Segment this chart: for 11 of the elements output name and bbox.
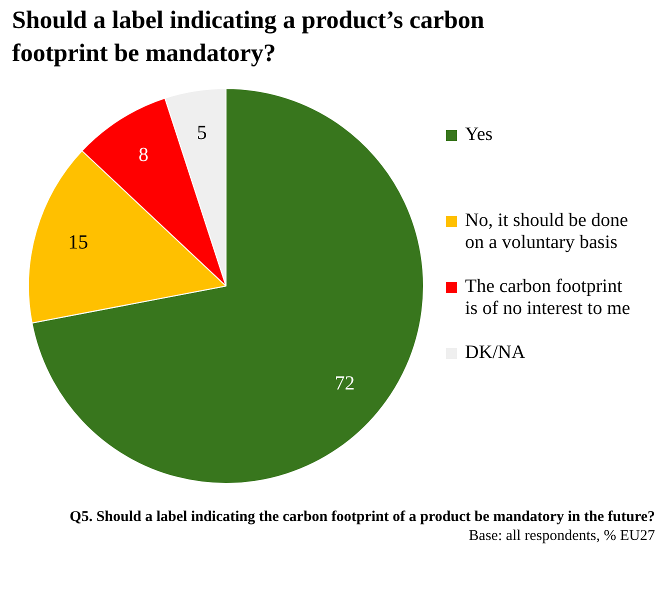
- legend-label: Yes: [465, 124, 493, 146]
- data-label: 72: [334, 372, 355, 394]
- data-label: 8: [138, 144, 148, 166]
- legend-label: The carbon footprint is of no interest to me: [465, 276, 632, 320]
- text: Q5. Should a label indicating the carbon footprint of a product be mandatory in the future?: [68, 508, 655, 527]
- data-label: 5: [196, 122, 207, 144]
- chart-title: Should a label indicating a product’s carbon footprint be mandatory?: [12, 6, 486, 69]
- text: Base: all respondents, % EU27: [468, 527, 655, 546]
- legend-label: No, it should be done on a voluntary basis: [465, 210, 630, 254]
- legend-label: DK/NA: [465, 342, 526, 364]
- data-label: 15: [68, 231, 88, 254]
